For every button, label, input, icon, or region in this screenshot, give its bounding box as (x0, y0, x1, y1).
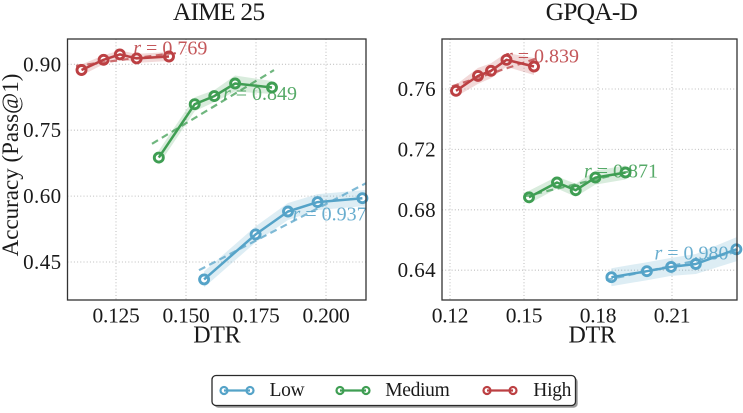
svg-text:0.72: 0.72 (398, 137, 436, 161)
svg-text:0.15: 0.15 (506, 304, 542, 328)
svg-text:0.90: 0.90 (23, 52, 61, 76)
svg-text:0.60: 0.60 (23, 184, 61, 208)
svg-text:AIME 25: AIME 25 (173, 0, 264, 26)
svg-text:0.64: 0.64 (398, 258, 436, 282)
svg-text:r = 0.849: r = 0.849 (223, 83, 297, 105)
svg-text:0.68: 0.68 (398, 198, 436, 222)
svg-text:DTR: DTR (568, 323, 615, 349)
svg-text:0.21: 0.21 (654, 304, 690, 328)
svg-text:0.125: 0.125 (93, 304, 140, 328)
svg-text:0.12: 0.12 (432, 304, 468, 328)
svg-text:Medium: Medium (385, 380, 449, 401)
svg-text:0.75: 0.75 (23, 118, 61, 142)
svg-text:DTR: DTR (193, 323, 240, 349)
svg-text:0.200: 0.200 (303, 304, 350, 328)
svg-text:0.175: 0.175 (233, 304, 280, 328)
svg-text:High: High (533, 380, 571, 401)
svg-text:0.150: 0.150 (163, 304, 210, 328)
svg-text:0.18: 0.18 (580, 304, 616, 328)
svg-text:GPQA-D: GPQA-D (546, 0, 638, 26)
svg-text:Accuracy (Pass@1): Accuracy (Pass@1) (0, 74, 23, 257)
svg-text:Low: Low (270, 380, 305, 401)
svg-text:0.45: 0.45 (23, 250, 61, 274)
svg-text:0.76: 0.76 (398, 77, 436, 101)
